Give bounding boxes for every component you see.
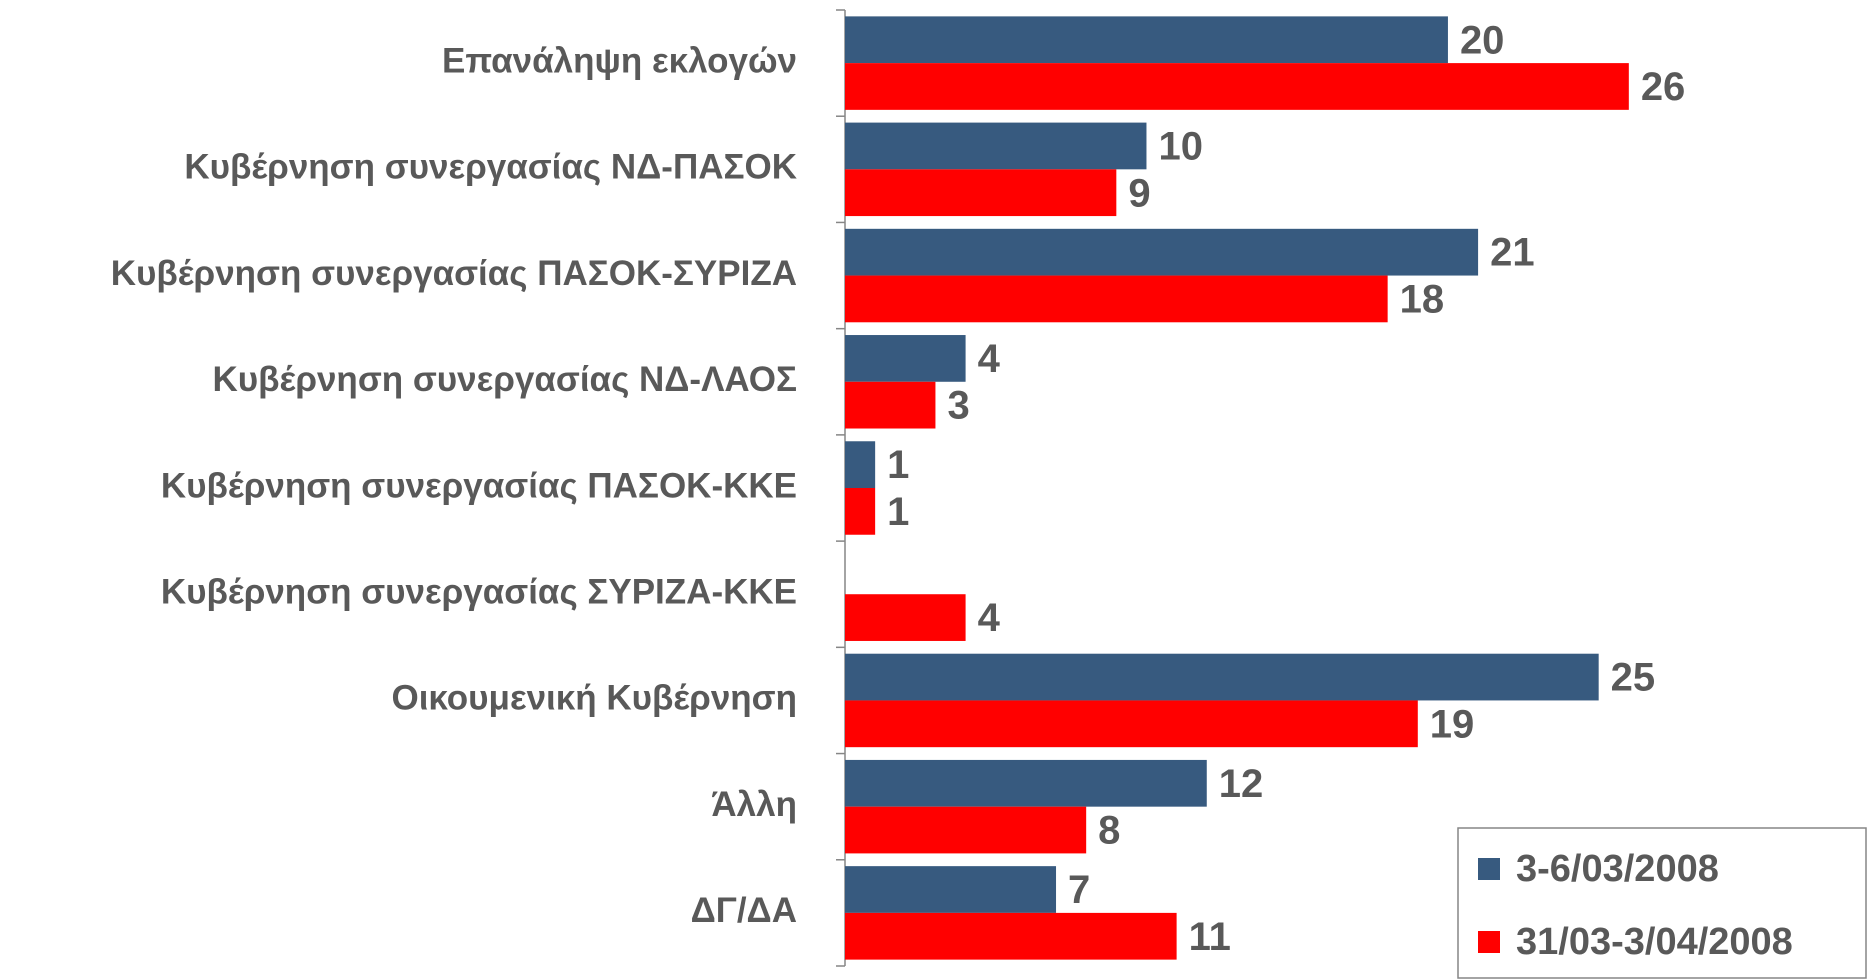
bar xyxy=(845,594,966,641)
bar xyxy=(845,866,1057,913)
bar xyxy=(845,16,1448,64)
value-label: 3 xyxy=(947,384,969,428)
legend-swatch xyxy=(1478,931,1500,953)
value-label: 1 xyxy=(887,443,909,487)
value-label: 21 xyxy=(1490,231,1535,275)
category-label: Κυβέρνηση συνεργασίας ΝΔ-ΛΑΟΣ xyxy=(213,360,797,399)
category-label: Κυβέρνηση συνεργασίας ΠΑΣΟΚ-ΚΚΕ xyxy=(161,466,797,505)
bar xyxy=(845,228,1479,276)
category-label: Κυβέρνηση συνεργασίας ΠΑΣΟΚ-ΣΥΡΙΖΑ xyxy=(111,254,797,293)
bar xyxy=(845,653,1599,701)
legend-label: 3-6/03/2008 xyxy=(1516,848,1719,890)
bar xyxy=(845,275,1388,323)
value-label: 18 xyxy=(1400,277,1445,321)
bar xyxy=(845,63,1629,110)
category-label: ΔΓ/ΔΑ xyxy=(691,891,797,930)
legend-box xyxy=(1457,827,1867,979)
bar xyxy=(845,335,966,382)
bar xyxy=(845,912,1177,960)
category-label: Κυβέρνηση συνεργασίας ΣΥΡΙΖΑ-ΚΚΕ xyxy=(161,572,797,611)
legend-swatch xyxy=(1478,858,1500,880)
category-label: Κυβέρνηση συνεργασίας ΝΔ-ΠΑΣΟΚ xyxy=(184,148,797,187)
category-label: Άλλη xyxy=(711,785,797,824)
bar xyxy=(845,169,1117,217)
value-label: 11 xyxy=(1189,915,1231,959)
value-label: 12 xyxy=(1219,762,1264,806)
value-label: 4 xyxy=(978,337,1001,381)
bar xyxy=(845,759,1207,807)
bar xyxy=(845,122,1147,170)
value-label: 10 xyxy=(1158,125,1203,169)
bar xyxy=(845,381,936,429)
value-label: 4 xyxy=(978,596,1001,640)
value-label: 20 xyxy=(1460,18,1505,62)
bar xyxy=(845,700,1418,748)
bar xyxy=(845,488,876,535)
value-label: 26 xyxy=(1641,65,1686,109)
bar xyxy=(845,441,876,488)
bar xyxy=(845,806,1087,854)
value-label: 25 xyxy=(1611,656,1656,700)
category-label: Επανάληψη εκλογών xyxy=(442,41,797,80)
value-label: 8 xyxy=(1098,809,1120,853)
value-label: 7 xyxy=(1068,868,1090,912)
value-label: 1 xyxy=(887,490,909,534)
category-label: Οικουμενική Κυβέρνηση xyxy=(391,679,797,718)
value-label: 9 xyxy=(1128,171,1150,215)
legend-label: 31/03-3/04/2008 xyxy=(1516,921,1793,963)
value-label: 19 xyxy=(1430,702,1475,746)
